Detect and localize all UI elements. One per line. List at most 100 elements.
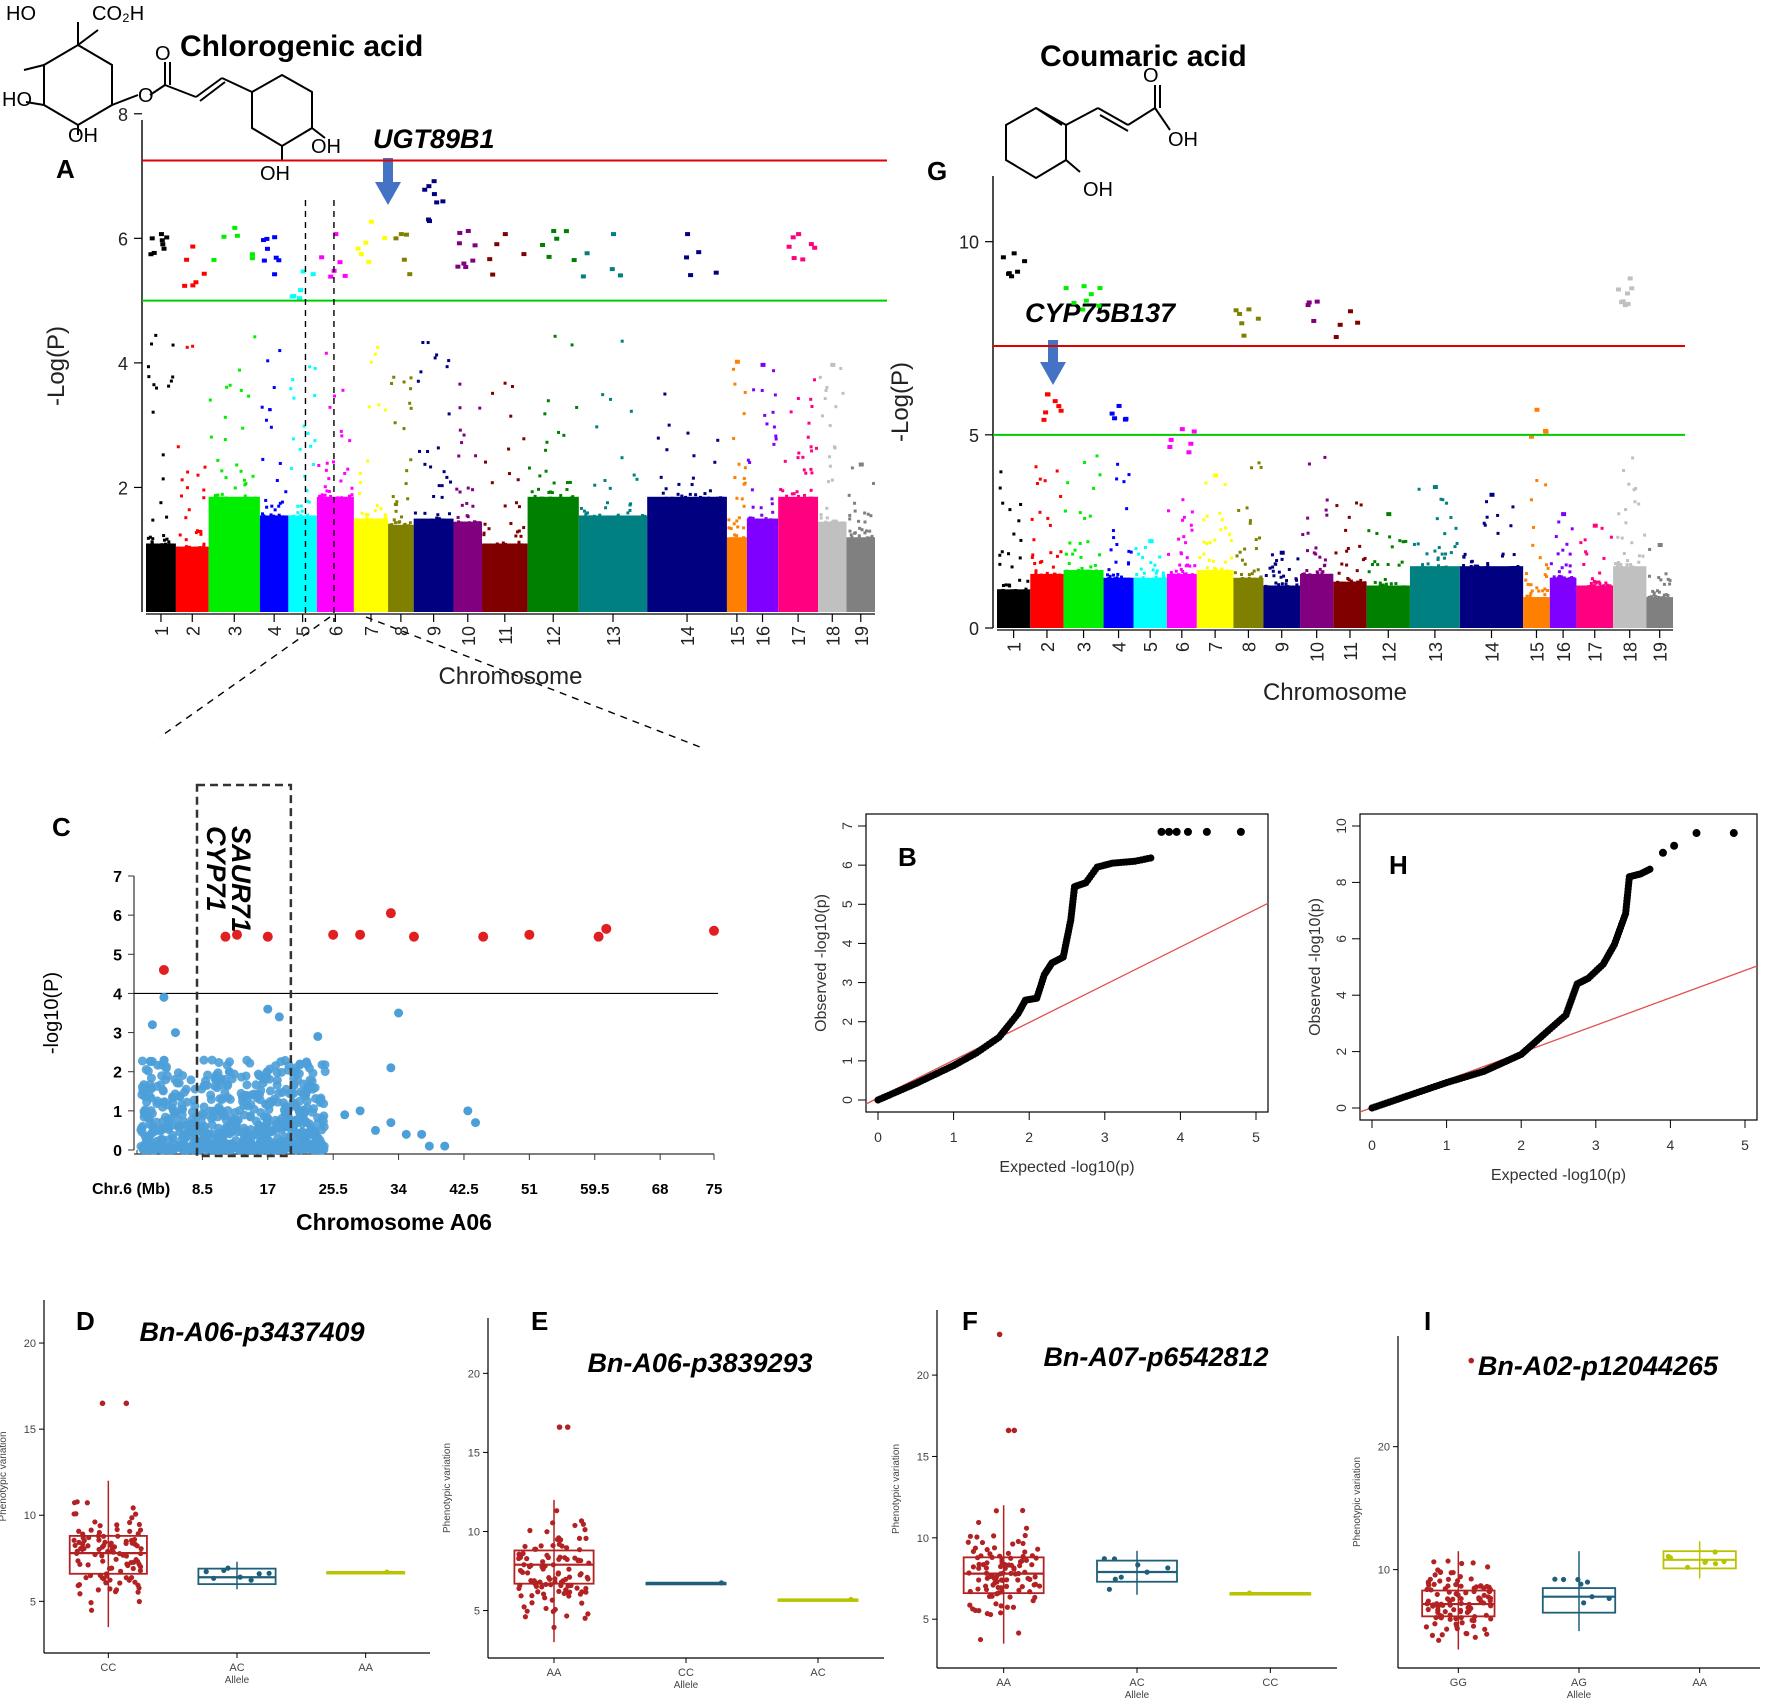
snp-peak (1179, 427, 1185, 432)
chem-label: OH (1083, 179, 1113, 201)
x-tick-label: GG (1450, 1677, 1467, 1689)
snp-point (1363, 581, 1367, 585)
data-point (984, 1575, 990, 1581)
snp-point (1340, 581, 1344, 585)
snp-point (800, 257, 806, 262)
snp-point (1259, 465, 1263, 469)
snp-point (1142, 571, 1146, 575)
snp-point (643, 514, 647, 518)
panel-label-g: G (927, 156, 947, 186)
y-tick-label: 20 (1378, 1442, 1390, 1454)
snp-point (1320, 571, 1324, 575)
snp-peak (1489, 492, 1495, 497)
data-point (76, 1539, 82, 1545)
snp-point (382, 518, 386, 522)
snp-point (336, 496, 340, 500)
snp-point (245, 496, 249, 500)
snp-point (821, 414, 825, 418)
data-point (974, 1555, 981, 1561)
snp-point (364, 513, 368, 517)
snp-point (1657, 590, 1661, 594)
snp-point (1629, 286, 1635, 291)
snp-point (1184, 564, 1188, 568)
snp-point (1367, 570, 1371, 574)
snp-point (278, 461, 282, 465)
snp-point (440, 199, 446, 204)
snp-point (750, 517, 754, 521)
snp-point (341, 388, 345, 392)
snp-point (151, 518, 155, 522)
snp-point (809, 467, 813, 471)
snp-point (850, 466, 854, 470)
snp-point (830, 478, 834, 482)
snp-point (241, 1090, 251, 1100)
snp-point (296, 511, 300, 515)
data-point (1036, 1583, 1043, 1589)
data-point (221, 1567, 227, 1573)
snp-point (168, 1098, 178, 1108)
snp-point (260, 238, 266, 243)
snp-point (447, 412, 451, 416)
snp-point (1562, 576, 1566, 580)
data-point (557, 1554, 563, 1560)
snp-point (152, 1099, 162, 1109)
data-point (1466, 1605, 1472, 1612)
snp-band (175, 546, 209, 612)
snp-point (1193, 564, 1197, 568)
data-point (516, 1585, 522, 1592)
snp-point (813, 378, 817, 382)
snp-point (138, 1144, 148, 1154)
snp-point (1202, 552, 1206, 556)
snp-point (743, 390, 747, 394)
data-point (565, 1583, 571, 1589)
snp-point (848, 517, 852, 521)
data-point (994, 1579, 1000, 1585)
snp-point (263, 1004, 273, 1014)
data-point (583, 1585, 589, 1592)
snp-point (1444, 552, 1448, 556)
data-point (95, 1587, 101, 1593)
snp-point (1285, 579, 1289, 583)
snp-point (473, 521, 477, 525)
snp-band (1300, 573, 1334, 628)
snp-point (832, 519, 836, 523)
snp-point (827, 480, 831, 484)
snp-point (1589, 584, 1593, 588)
snp-point (1302, 572, 1306, 576)
data-point (1429, 1632, 1436, 1638)
significant-snp (262, 931, 273, 942)
data-point (1471, 1617, 1477, 1624)
data-point (521, 1562, 527, 1568)
data-point (1606, 1595, 1612, 1601)
snp-point (394, 1008, 404, 1018)
snp-point (407, 524, 411, 528)
snp-point (1397, 563, 1401, 567)
data-point (203, 1569, 209, 1575)
data-point (1459, 1560, 1465, 1567)
data-point (533, 1546, 539, 1552)
data-point (1020, 1507, 1026, 1514)
snp-point (565, 488, 569, 492)
snp-point (299, 514, 303, 518)
snp-point (1115, 576, 1119, 580)
y-tick-label: 10 (1333, 818, 1349, 834)
snp-point (392, 518, 396, 522)
snp-point (1073, 548, 1077, 552)
snp-point (620, 456, 624, 460)
snp-point (330, 496, 334, 500)
snp-point (1033, 561, 1037, 565)
significant-snp (385, 908, 396, 919)
snp-point (1056, 404, 1062, 409)
snp-point (221, 234, 227, 239)
data-point (1447, 1612, 1453, 1618)
snp-point (317, 1113, 327, 1123)
snp-point (233, 486, 237, 490)
snp-point (1381, 583, 1385, 587)
snp-point (1273, 585, 1277, 589)
data-point (582, 1615, 588, 1621)
snp-point (685, 496, 689, 500)
snp-point (1071, 300, 1077, 305)
snp-point (1189, 523, 1193, 527)
snp-point (282, 515, 286, 519)
snp-point (339, 429, 343, 433)
